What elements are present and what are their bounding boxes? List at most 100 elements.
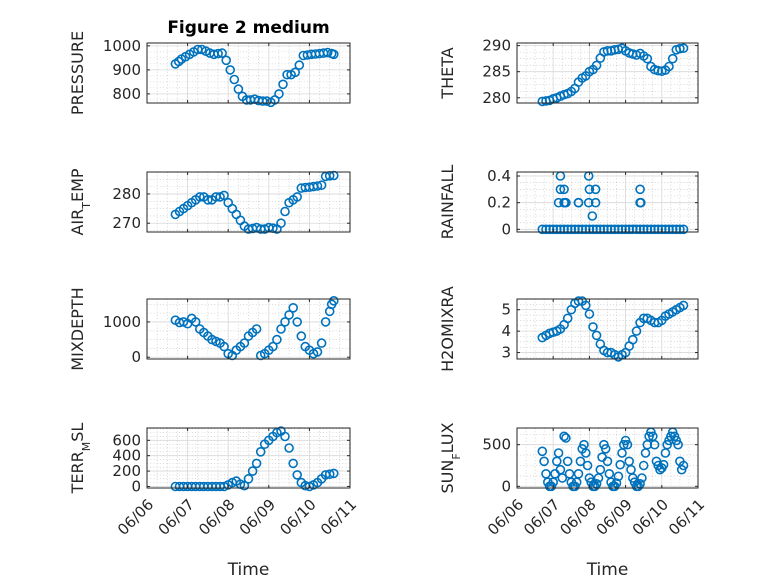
data-point bbox=[555, 184, 566, 195]
data-point bbox=[272, 427, 282, 438]
panel-h2omixra: 3 4 5 H2OMIXRA bbox=[438, 286, 699, 372]
data-point bbox=[324, 469, 335, 480]
data-point bbox=[583, 197, 594, 208]
data-point bbox=[243, 473, 254, 484]
y-axis-label: H2OMIXRA bbox=[438, 286, 457, 372]
data-point bbox=[600, 443, 611, 454]
data-point bbox=[316, 338, 327, 348]
data-point bbox=[622, 439, 633, 450]
x-axis-label: Time bbox=[586, 560, 629, 580]
axes-frame bbox=[146, 42, 351, 104]
data-point bbox=[539, 456, 549, 467]
data-point bbox=[613, 471, 624, 482]
data-point bbox=[312, 347, 323, 357]
data-point bbox=[673, 439, 683, 450]
data-point bbox=[284, 443, 294, 453]
y-tick-label: 900 bbox=[112, 61, 141, 79]
data-point bbox=[221, 55, 231, 66]
x-tick-label: 06/10 bbox=[629, 496, 672, 539]
data-point bbox=[587, 211, 598, 221]
data-point bbox=[667, 53, 678, 64]
data-point bbox=[292, 470, 303, 480]
data-point bbox=[219, 341, 229, 352]
data-point bbox=[611, 478, 622, 488]
data-point bbox=[602, 456, 613, 467]
data-point bbox=[290, 67, 301, 78]
y-tick-label: 280 bbox=[482, 89, 511, 107]
data-point bbox=[591, 60, 602, 71]
data-point bbox=[557, 473, 568, 483]
data-point bbox=[316, 180, 327, 190]
data-point bbox=[633, 481, 644, 492]
panel-theta: 280 285 290 THETA bbox=[438, 37, 699, 107]
x-tick-label: 06/06 bbox=[114, 496, 157, 539]
panel-rainfall: 0 0.2 0.4 RAINFALL bbox=[438, 165, 699, 239]
x-tick-label: 06/09 bbox=[236, 496, 279, 539]
x-tick-label: 06/10 bbox=[276, 496, 319, 539]
data-point bbox=[649, 439, 660, 450]
data-point bbox=[268, 341, 278, 352]
data-point bbox=[225, 65, 235, 75]
data-point bbox=[288, 458, 299, 469]
data-point bbox=[584, 184, 595, 195]
data-point bbox=[280, 206, 290, 217]
data-point bbox=[635, 197, 646, 208]
data-point bbox=[328, 468, 339, 479]
data-point bbox=[637, 473, 647, 483]
data-point bbox=[573, 468, 584, 479]
y-tick-label: 3 bbox=[501, 344, 511, 362]
data-point bbox=[562, 456, 573, 467]
data-point bbox=[573, 296, 584, 306]
y-tick-label: 0 bbox=[501, 220, 511, 238]
y-tick-label: 400 bbox=[112, 447, 141, 465]
panel-air-temp: 270 280 AIRTEMP bbox=[68, 168, 351, 236]
data-point bbox=[553, 448, 564, 458]
data-point bbox=[274, 89, 284, 99]
data-point bbox=[292, 192, 303, 202]
data-point bbox=[584, 309, 595, 319]
y-tick-label: 600 bbox=[112, 431, 141, 449]
y-tick-label: 500 bbox=[482, 436, 511, 454]
data-point bbox=[320, 317, 331, 327]
axes-background bbox=[516, 171, 699, 233]
data-point bbox=[219, 190, 229, 201]
y-axis-label: TERRMSL bbox=[68, 423, 93, 495]
data-point bbox=[292, 317, 303, 327]
axes-frame bbox=[516, 42, 699, 104]
data-point bbox=[582, 460, 593, 471]
axes-frame bbox=[516, 298, 699, 360]
data-point bbox=[296, 331, 307, 341]
y-tick-label: 0 bbox=[131, 477, 141, 495]
data-point bbox=[638, 460, 649, 471]
data-point bbox=[559, 184, 569, 195]
data-point bbox=[217, 48, 227, 58]
data-point bbox=[284, 310, 294, 320]
axes-frame bbox=[146, 427, 351, 489]
data-point bbox=[239, 480, 250, 491]
y-tick-label: 270 bbox=[112, 214, 141, 232]
data-point bbox=[678, 300, 689, 311]
data-point bbox=[233, 84, 244, 94]
x-tick-label: 06/09 bbox=[593, 496, 636, 539]
data-point bbox=[589, 481, 600, 492]
data-point bbox=[575, 456, 586, 467]
axes-frame bbox=[146, 171, 351, 233]
y-tick-label: 4 bbox=[501, 322, 511, 340]
data-point bbox=[599, 224, 609, 235]
y-axis-label: SUNFLUX bbox=[438, 422, 463, 493]
data-point bbox=[173, 56, 184, 67]
data-point bbox=[276, 324, 286, 334]
y-axis-label: MIXDEPTH bbox=[68, 287, 87, 370]
data-point bbox=[251, 324, 262, 334]
data-point bbox=[288, 302, 299, 313]
y-axis-label: PRESSURE bbox=[68, 31, 87, 115]
y-axis-label: AIRTEMP bbox=[68, 168, 93, 235]
y-tick-label: 290 bbox=[482, 37, 511, 55]
data-point bbox=[272, 334, 282, 345]
axes-frame bbox=[516, 427, 699, 489]
chart-title: Figure 2 medium bbox=[167, 18, 329, 38]
data-point bbox=[590, 184, 601, 195]
